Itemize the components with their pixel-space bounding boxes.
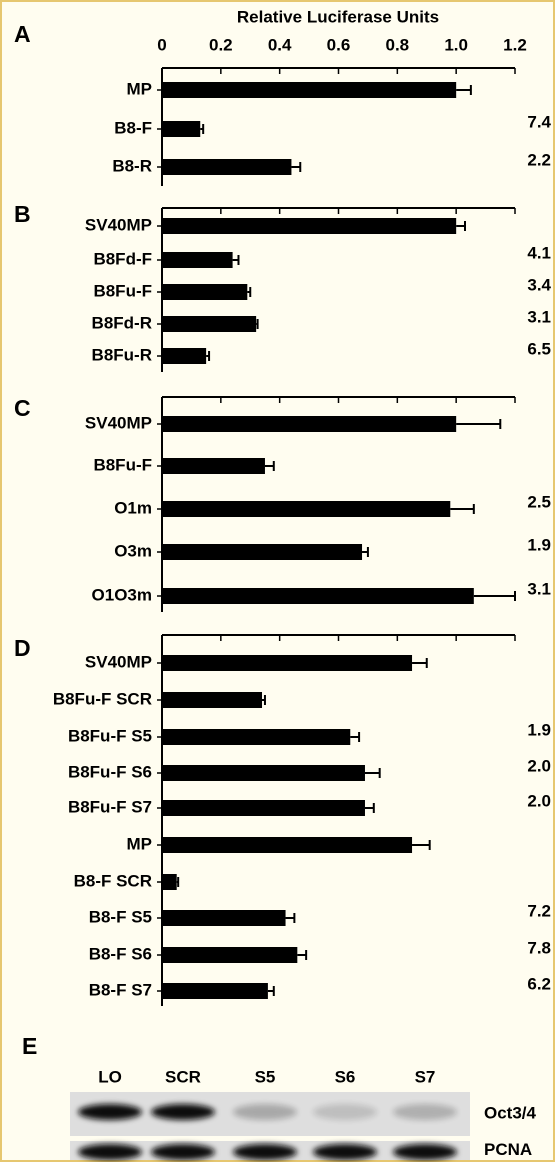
panel-label: D [14, 635, 31, 661]
figure: Relative Luciferase Units 0 0.2 0.4 0.6 0.8 1.… [0, 0, 555, 1162]
blot-band [313, 1104, 377, 1120]
blot-band [78, 1144, 142, 1160]
fold-label: 6.2 [527, 974, 551, 993]
lane-label: S7 [415, 1067, 436, 1086]
category-label: B8-F S5 [89, 907, 152, 926]
bar [162, 588, 474, 604]
bar [162, 729, 350, 745]
blot-band [313, 1144, 377, 1160]
bar [162, 82, 456, 98]
x-tick-label: 0.4 [268, 35, 292, 54]
category-label: SV40MP [85, 652, 152, 671]
bar [162, 316, 256, 332]
panel-label: B [14, 201, 31, 227]
x-tick-label: 0.2 [209, 35, 233, 54]
category-label: B8Fu-F S7 [68, 797, 152, 816]
blot-band [393, 1144, 457, 1160]
fold-label: 2.2 [527, 150, 551, 169]
fold-label: 2.0 [527, 791, 551, 810]
category-label: B8Fu-F [93, 455, 152, 474]
bar [162, 910, 286, 926]
bar [162, 159, 291, 175]
blot-band [393, 1104, 457, 1120]
fold-label: 6.5 [527, 339, 551, 358]
row-label: Oct3/4 [484, 1103, 537, 1122]
bar [162, 874, 177, 890]
category-label: B8-F [114, 118, 152, 137]
bar [162, 800, 365, 816]
category-label: O1m [114, 498, 152, 517]
category-label: SV40MP [85, 413, 152, 432]
category-label: B8-F SCR [74, 871, 152, 890]
fold-label: 1.9 [527, 535, 551, 554]
x-tick-label: 0 [157, 35, 166, 54]
panel-label: E [22, 1033, 37, 1059]
bar [162, 837, 412, 853]
category-label: B8Fu-F SCR [53, 689, 152, 708]
bar [162, 252, 233, 268]
bar [162, 765, 365, 781]
x-tick-label: 1.2 [503, 35, 527, 54]
x-tick-label: 0.6 [327, 35, 351, 54]
fold-label: 3.1 [527, 307, 551, 326]
category-label: B8Fd-F [93, 249, 152, 268]
category-label: B8-R [112, 156, 152, 175]
category-label: B8-F S6 [89, 944, 152, 963]
category-label: B8Fd-R [92, 313, 152, 332]
fold-label: 3.4 [527, 275, 551, 294]
bar [162, 692, 262, 708]
fold-label: 7.4 [527, 112, 551, 131]
x-tick-label: 0.8 [386, 35, 410, 54]
category-label: O1O3m [92, 585, 152, 604]
category-label: MP [127, 834, 153, 853]
blot-band [233, 1144, 297, 1160]
panel-label: A [14, 21, 31, 47]
bar [162, 121, 200, 137]
category-label: B8Fu-F [93, 281, 152, 300]
fold-label: 1.9 [527, 720, 551, 739]
fold-label: 3.1 [527, 579, 551, 598]
blot-band [151, 1104, 215, 1120]
category-label: MP [127, 79, 153, 98]
bar [162, 218, 456, 234]
fold-label: 4.1 [527, 243, 551, 262]
panel-label: C [14, 395, 31, 421]
category-label: SV40MP [85, 215, 152, 234]
bar [162, 284, 247, 300]
bar [162, 458, 265, 474]
category-label: B8Fu-R [92, 345, 152, 364]
fold-label: 2.0 [527, 756, 551, 775]
fold-label: 7.8 [527, 938, 551, 957]
fold-label: 7.2 [527, 901, 551, 920]
bar [162, 416, 456, 432]
bar [162, 544, 362, 560]
bar [162, 348, 206, 364]
bar [162, 655, 412, 671]
fold-label: 2.5 [527, 492, 551, 511]
bar [162, 501, 450, 517]
category-label: B8Fu-F S5 [68, 726, 152, 745]
blot-band [151, 1144, 215, 1160]
axis-title: Relative Luciferase Units [237, 7, 439, 26]
blot-band [233, 1104, 297, 1120]
blot-band [78, 1104, 142, 1120]
lane-label: SCR [165, 1067, 201, 1086]
lane-label: LO [98, 1067, 122, 1086]
category-label: O3m [114, 541, 152, 560]
lane-label: S6 [335, 1067, 356, 1086]
bar [162, 947, 297, 963]
lane-label: S5 [255, 1067, 276, 1086]
bar [162, 983, 268, 999]
x-tick-label: 1.0 [444, 35, 468, 54]
category-label: B8-F S7 [89, 980, 152, 999]
category-label: B8Fu-F S6 [68, 762, 152, 781]
row-label: PCNA [484, 1140, 532, 1159]
